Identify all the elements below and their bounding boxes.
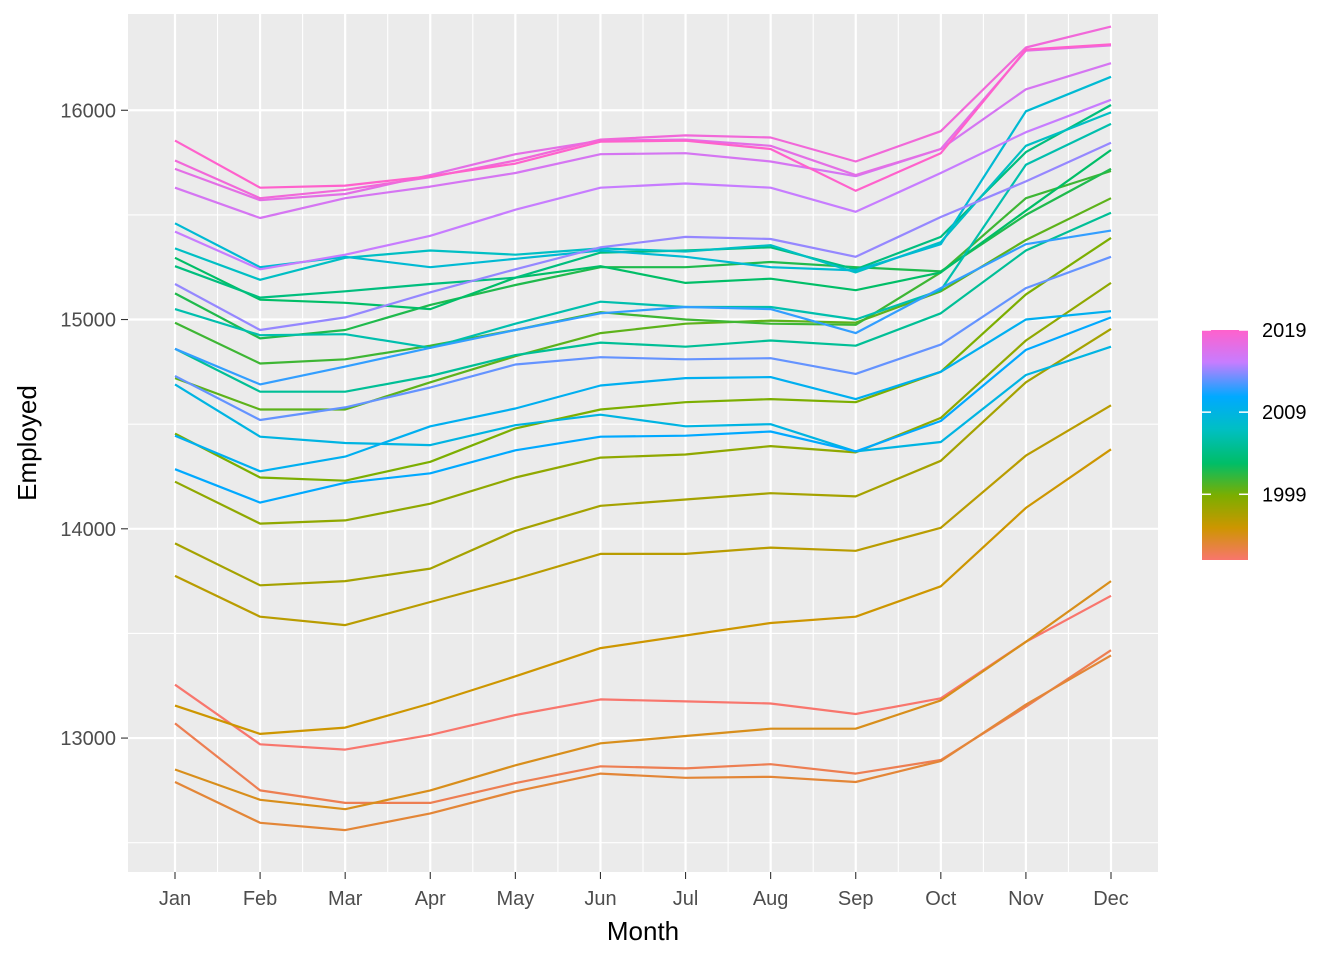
x-tick-label: Jul [673,888,699,910]
x-tick-label: Dec [1093,888,1129,910]
x-tick-label: Jun [584,888,616,910]
y-tick-label: 14000 [60,519,116,541]
series-line-1997 [174,327,1112,587]
series-line-2015 [174,98,1112,271]
series-line-1993 [174,654,1112,832]
y-axis: 13000 14000 15000 16000 [60,100,128,750]
y-axis-title: Employed [12,385,42,501]
series-line-2010 [174,310,1112,473]
y-tick-label: 16000 [60,100,116,122]
series-line-2014 [174,141,1112,332]
x-tick-label: Jan [159,888,191,910]
series-line-1996 [174,404,1112,627]
series-line-2003 [174,149,1112,311]
x-tick-label: Sep [838,888,874,910]
x-tick-label: Mar [328,888,363,910]
series-line-2019 [174,43,1112,192]
legend-ticks: 2019 2009 1999 [1202,320,1307,506]
legend-colorbar [1202,330,1248,560]
x-tick-label: Aug [753,888,789,910]
legend-label: 2019 [1262,320,1307,342]
series-line-2012 [174,229,1112,386]
series-line-2013 [174,255,1112,422]
series-line-1995 [174,448,1112,736]
x-tick-label: Apr [415,888,446,910]
series-line-2018 [174,25,1112,200]
series-line-1994 [174,580,1112,811]
series-line-2006 [174,122,1112,349]
x-axis: Jan Feb Mar Apr May Jun Jul Aug Sep Oct Nov Dec [159,872,1129,910]
x-axis-title: Month [607,916,679,946]
series-line-1999 [174,236,1112,482]
series-line-2007 [174,111,1112,281]
y-tick-label: 15000 [60,310,116,332]
legend: 2019 2009 1999 [1202,320,1307,560]
x-tick-label: Nov [1008,888,1044,910]
legend-label: 2009 [1262,402,1307,424]
series-line-2008 [174,75,1112,272]
x-tick-label: Oct [925,888,957,910]
series-line-2001 [174,169,1112,365]
series-line-1991 [174,594,1112,751]
series-lines [174,25,1112,832]
series-line-2009 [174,345,1112,453]
y-tick-label: 13000 [60,728,116,750]
legend-label: 1999 [1262,484,1307,506]
series-line-2005 [174,211,1112,393]
series-line-2016 [174,62,1112,220]
x-tick-label: May [496,888,534,910]
series-line-1998 [174,281,1112,525]
series-line-2011 [174,316,1112,504]
x-tick-label: Feb [243,888,277,910]
